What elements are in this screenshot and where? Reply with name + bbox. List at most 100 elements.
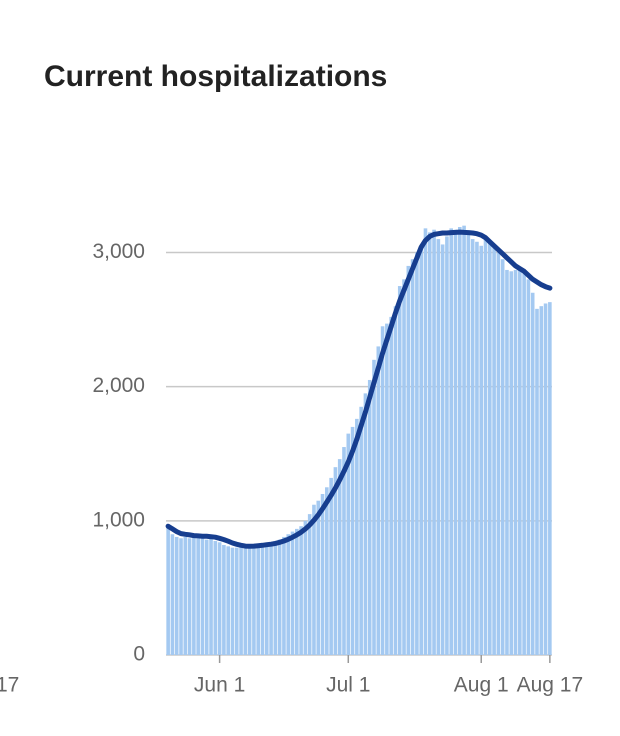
bar [325,487,329,655]
bar [222,544,226,655]
bar [526,279,531,655]
bar [505,269,509,655]
bar [320,494,325,655]
bar [286,534,291,655]
bar [445,236,449,655]
bar [415,252,419,655]
y-tick-label: 2,000 [92,374,145,397]
bar [539,306,544,655]
bar [372,359,376,655]
bar [209,538,213,655]
bar [449,228,454,655]
bar [299,526,303,655]
bar [410,259,415,655]
bar [462,225,466,655]
bar [492,245,496,655]
bar [376,346,381,655]
x-tick-label: Jul 1 [326,674,370,697]
bar [470,239,475,656]
bar [187,538,192,655]
y-tick-label: 3,000 [92,240,145,263]
bar [230,547,235,655]
bar [393,306,398,655]
bar [427,232,432,655]
bar [252,544,256,655]
y-tick-label: 1,000 [92,508,145,531]
bar [239,546,243,655]
bar [389,316,393,655]
x-tick-label: Jun 1 [194,674,245,697]
bar [243,547,248,655]
bar [170,534,175,655]
bar [397,286,402,655]
bar [256,544,261,655]
x-tick-label: Aug 1 [454,674,509,697]
bar [337,459,342,655]
bar [264,543,269,655]
bar [204,539,209,655]
bar [307,514,312,655]
bar [234,547,239,655]
bar [518,268,522,655]
bar [359,406,363,655]
bar [303,520,308,655]
bar [543,303,548,655]
bar [406,265,411,655]
bar [367,379,372,655]
bar [432,229,436,656]
bar [269,542,273,655]
bar [530,292,535,655]
bar [295,528,299,655]
chart-title: Current hospitalizations [44,60,387,93]
bar [192,536,196,655]
bar [217,542,222,655]
bar [513,269,518,655]
bar [350,426,355,655]
bar [488,241,492,655]
bar [196,538,200,655]
bar [174,536,179,655]
bar [277,539,282,655]
bar [402,279,406,655]
bar [346,433,351,655]
bar [260,543,265,655]
bar [247,546,252,655]
bar [290,531,295,655]
bar [183,536,188,655]
bar [226,546,230,655]
bar [312,504,316,655]
bar [453,229,458,656]
bar [363,393,368,655]
bar [457,227,462,655]
bar [496,252,501,655]
bar [548,302,552,655]
bar [380,326,385,655]
bar [423,228,428,655]
clipped-label: 17 [0,674,19,697]
bar [483,239,488,656]
x-tick-label: Aug 17 [517,674,584,697]
bar [213,540,218,655]
bar [329,477,333,655]
bar [316,500,321,655]
bar [282,536,286,655]
bar [333,467,338,655]
bar [500,259,505,655]
bar [200,538,205,655]
bar [479,245,484,655]
bar [522,272,526,655]
bar [509,271,514,655]
average-line [165,229,553,549]
bar [273,540,278,655]
bar [385,323,389,655]
bar [440,244,445,655]
bar [419,245,423,655]
bar [166,527,170,655]
y-tick-label: 0 [133,643,145,666]
bar [535,308,539,655]
bar [436,239,441,656]
bar [466,231,471,656]
bar [355,418,359,655]
bar [342,447,346,655]
